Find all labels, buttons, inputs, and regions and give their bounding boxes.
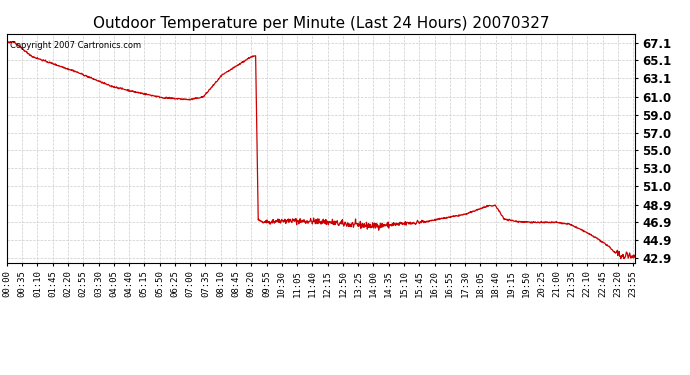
Text: Copyright 2007 Cartronics.com: Copyright 2007 Cartronics.com: [10, 40, 141, 50]
Title: Outdoor Temperature per Minute (Last 24 Hours) 20070327: Outdoor Temperature per Minute (Last 24 …: [92, 16, 549, 31]
